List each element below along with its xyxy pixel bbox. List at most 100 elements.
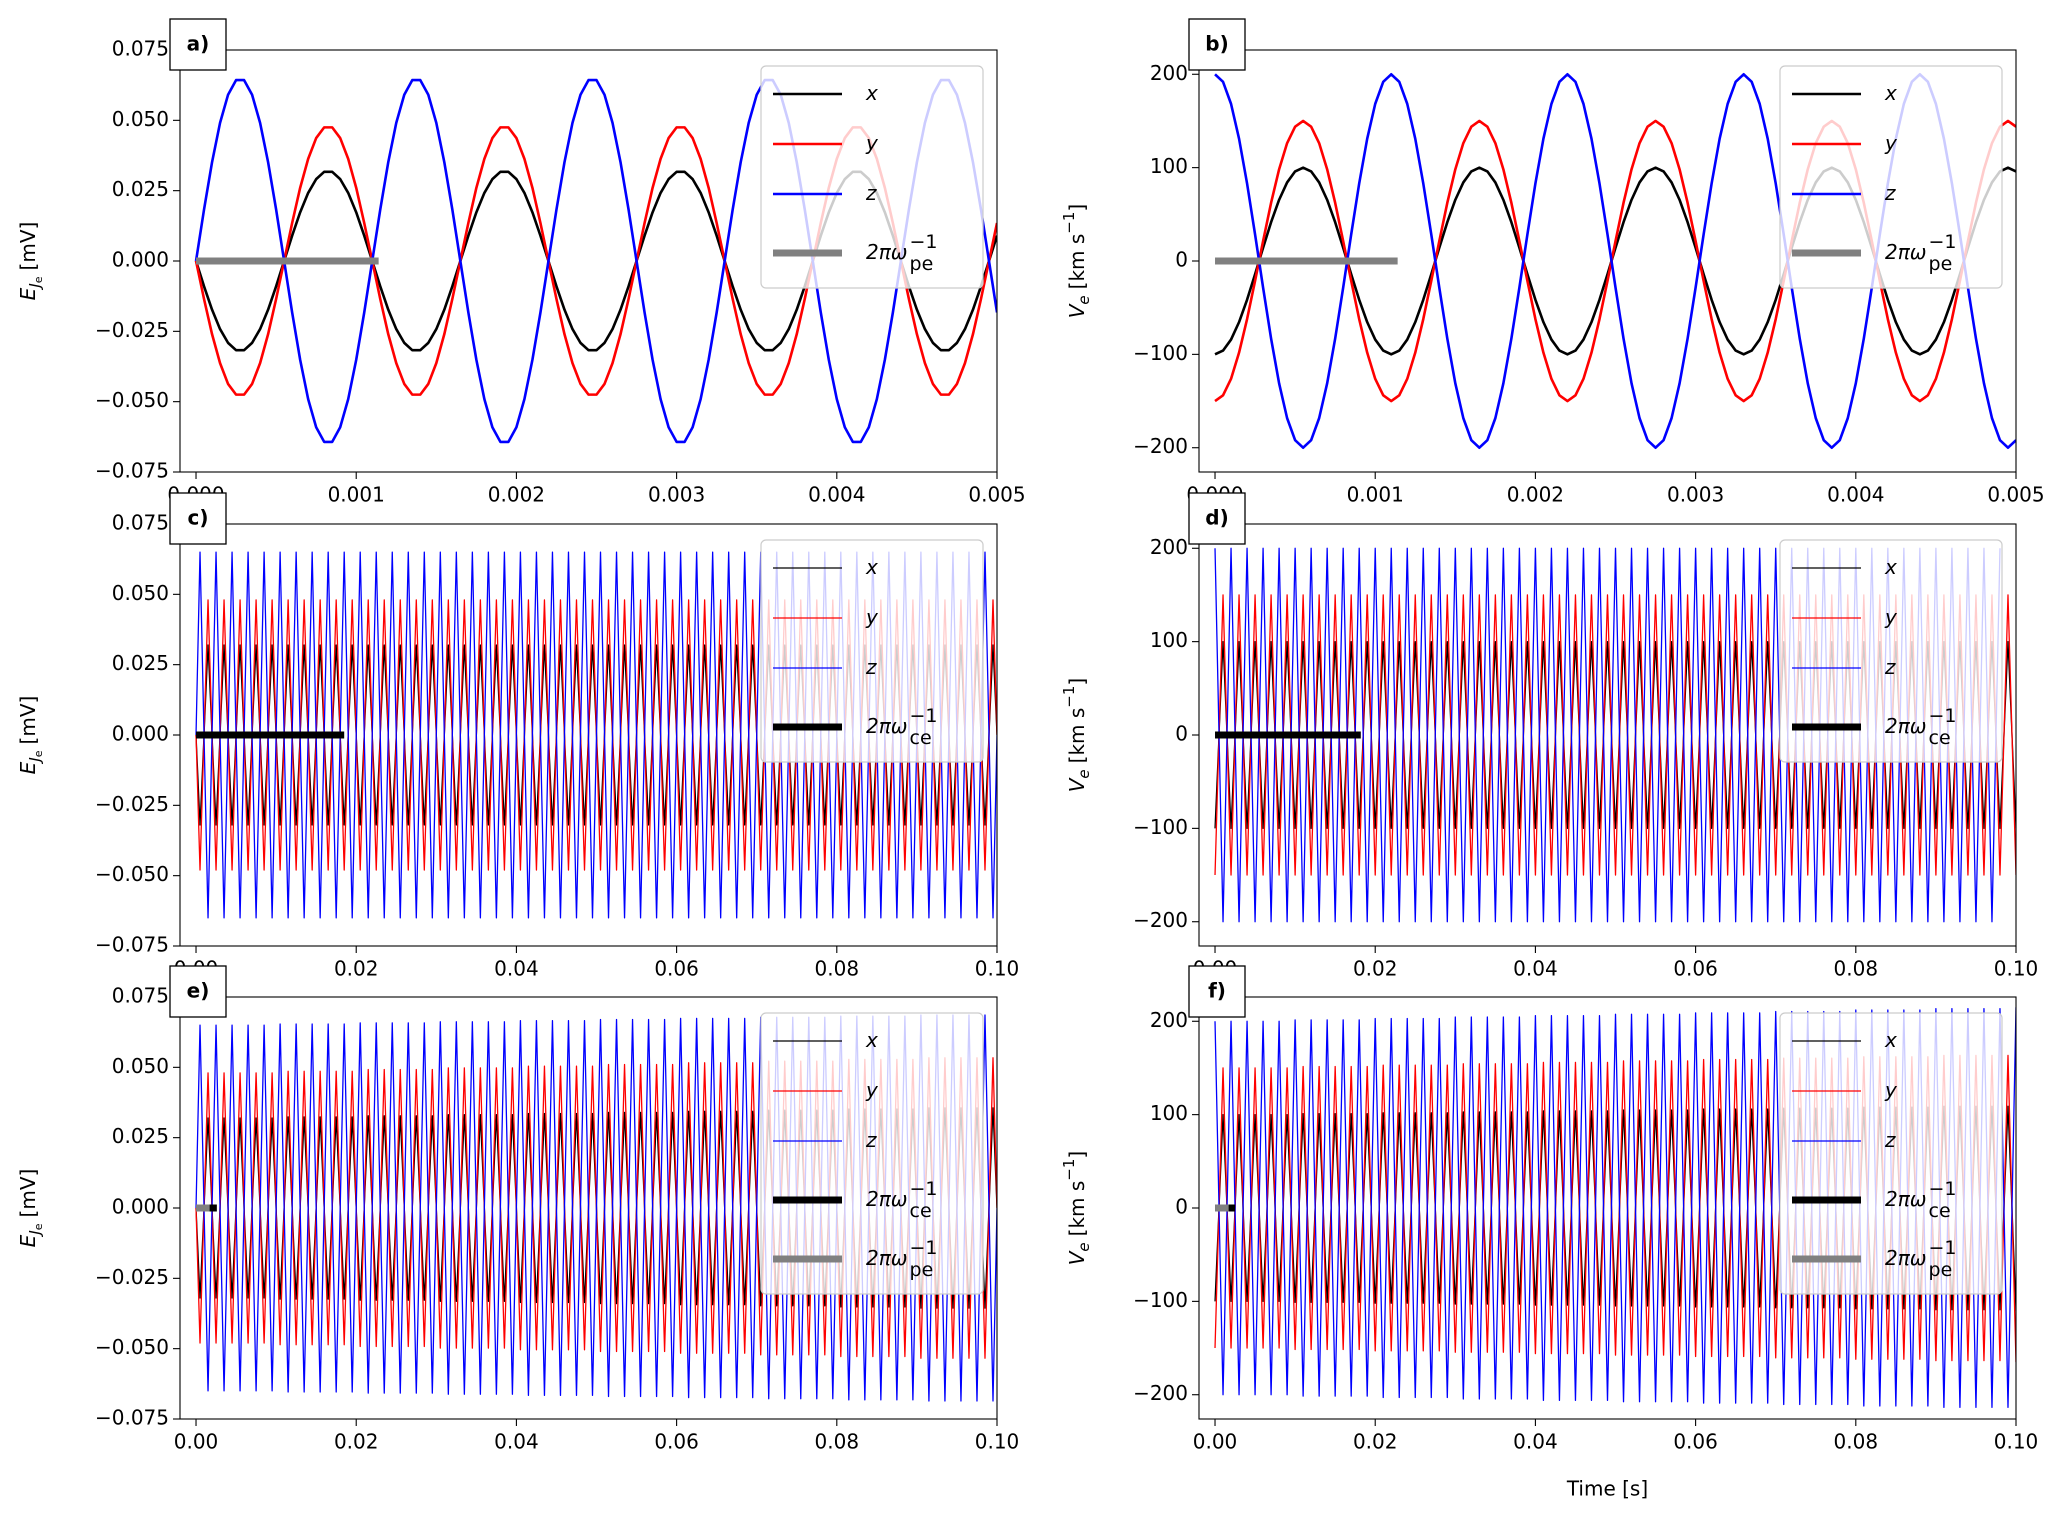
y-axis-label-part: [mV]: [16, 696, 40, 745]
y-tick-label: 0.000: [112, 1195, 169, 1219]
y-tick-label: 0.025: [112, 651, 169, 675]
legend-box: [760, 539, 984, 763]
legend-name: y: [1884, 1078, 1898, 1102]
panel: 0.000 0.001 0.002 0.003 0.004 0.005 −0.075 −0.0…: [16, 18, 1026, 507]
x-tick-label: 0.04: [1513, 1430, 1558, 1454]
legend-label: 2πω −1 ce: [866, 1178, 938, 1222]
axes-frame: [179, 996, 998, 1420]
legend-label: 2πω −1 pe: [866, 1237, 938, 1281]
y-axis-label-part: [km s: [1065, 708, 1089, 764]
series-line: [1214, 119, 2016, 403]
legend: x y z 2πω −1 pe: [760, 65, 984, 289]
legend-name: 2πω: [1885, 714, 1927, 738]
y-axis-label-part: [km s: [1065, 1181, 1089, 1237]
legend-label: x: [865, 81, 878, 105]
x-tick-label: 0.005: [968, 483, 1025, 507]
legend-sup: −1: [1929, 1237, 1957, 1259]
x-tick-label: 0.00: [1193, 1430, 1238, 1454]
panel-label: d): [1205, 506, 1228, 530]
y-tick-label: 100: [1150, 628, 1188, 652]
x-tick-label: 0.001: [328, 483, 385, 507]
legend-label: y: [1884, 605, 1898, 629]
y-tick-label: −200: [1133, 908, 1188, 932]
legend-label: z: [865, 655, 877, 679]
y-tick-label: −0.025: [95, 792, 169, 816]
y-axis-label-part: e: [32, 276, 45, 283]
x-tick-label: 0.004: [1827, 483, 1884, 507]
legend-name: x: [865, 1028, 878, 1052]
y-tick-label: −0.075: [95, 459, 169, 483]
legend-name: y: [865, 605, 879, 629]
x-tick-label: 0.02: [334, 957, 379, 981]
legend-sub: ce: [1929, 727, 1951, 749]
legend-label: 2πω −1 pe: [1885, 231, 1957, 275]
x-tick-label: 0.003: [1667, 483, 1724, 507]
legend-sup: −1: [910, 705, 938, 727]
legend-sub: pe: [1929, 253, 1953, 275]
legend-label: y: [1884, 1078, 1898, 1102]
legend-name: y: [1884, 131, 1898, 155]
y-axis-label-part: [km s: [1065, 234, 1089, 290]
legend-label: y: [865, 605, 879, 629]
y-axis-label-part: ]: [1065, 678, 1089, 686]
legend-name: z: [865, 181, 877, 205]
legend-label: 2πω −1 ce: [866, 705, 938, 749]
y-tick-label: 200: [1150, 535, 1188, 559]
y-tick-label: −200: [1133, 434, 1188, 458]
legend-sub: pe: [910, 253, 934, 275]
y-axis-label: EJe [mV]: [16, 1169, 46, 1248]
y-tick-label: −0.050: [95, 388, 169, 412]
panel-label-box: [1188, 18, 1246, 71]
legend-name: z: [1884, 1128, 1896, 1152]
legend-name: 2πω: [866, 240, 908, 264]
axes-frame: [1198, 523, 2017, 947]
legend-label: y: [865, 1078, 879, 1102]
x-tick-label: 0.08: [1834, 1430, 1879, 1454]
x-tick-label: 0.00: [174, 1430, 219, 1454]
legend-name: x: [865, 81, 878, 105]
y-axis-label-part: −1: [1060, 686, 1078, 708]
panel-label-box: [169, 18, 227, 71]
x-tick-label: 0.06: [654, 957, 699, 981]
y-tick-label: −0.050: [95, 1335, 169, 1359]
y-tick-label: 0.050: [112, 581, 169, 605]
x-tick-label: 0.001: [1347, 483, 1404, 507]
x-tick-label: 0.003: [648, 483, 705, 507]
y-tick-label: 0: [1175, 248, 1188, 272]
legend-sup: −1: [1929, 231, 1957, 253]
y-axis-label-part: V: [1065, 303, 1089, 318]
y-axis-label: EJe [mV]: [16, 222, 46, 301]
x-tick-label: 0.004: [808, 483, 865, 507]
y-tick-label: 0.075: [112, 984, 169, 1008]
y-axis-label-part: J: [26, 757, 44, 764]
legend-sub: ce: [910, 1200, 932, 1222]
x-tick-label: 0.04: [494, 1430, 539, 1454]
y-axis-label: Ve [km s−1]: [1060, 678, 1093, 793]
y-axis-label-part: e: [1075, 295, 1093, 304]
x-tick-label: 0.02: [1353, 957, 1398, 981]
y-tick-label: 0.075: [112, 511, 169, 535]
panel-label-box: [169, 492, 227, 545]
x-tick-label: 0.06: [654, 1430, 699, 1454]
panel-label: e): [187, 979, 210, 1003]
legend-label: x: [865, 555, 878, 579]
axes-frame: [179, 523, 998, 947]
y-tick-label: 200: [1150, 1008, 1188, 1032]
legend-sup: −1: [910, 1178, 938, 1200]
y-axis-label-part: e: [32, 1223, 45, 1230]
x-tick-label: 0.08: [815, 1430, 860, 1454]
y-axis-label-part: −1: [1060, 212, 1078, 234]
y-axis-label-part: e: [32, 750, 45, 757]
legend-name: y: [865, 131, 879, 155]
panel-label: b): [1205, 32, 1228, 56]
y-axis-label-part: J: [26, 1230, 44, 1237]
y-tick-label: −100: [1133, 1288, 1188, 1312]
legend-sub: pe: [910, 1259, 934, 1281]
y-tick-label: −0.075: [95, 1406, 169, 1430]
legend-label: 2πω −1 ce: [1885, 705, 1957, 749]
y-axis-label: Ve [km s−1]: [1060, 1151, 1093, 1266]
legend-sub: ce: [910, 727, 932, 749]
legend: x y z 2πω −1 pe: [1779, 65, 2003, 289]
